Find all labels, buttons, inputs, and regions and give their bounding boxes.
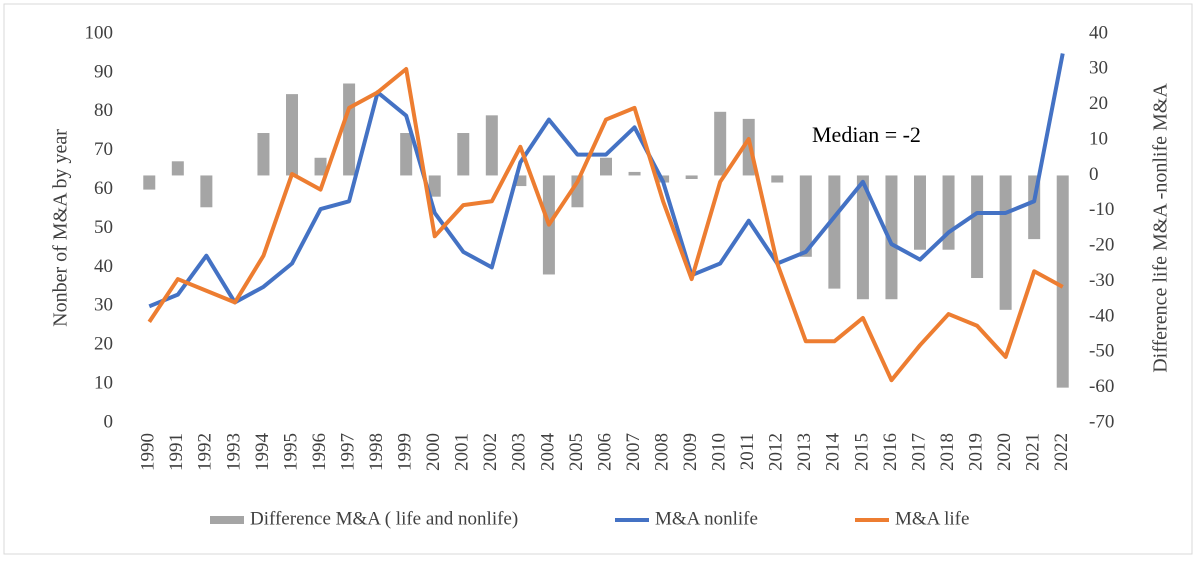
bar	[485, 115, 498, 176]
legend-label: M&A life	[895, 508, 969, 529]
bar	[685, 175, 698, 179]
line	[148, 53, 1065, 309]
x-tick-label: 2014	[823, 433, 844, 472]
bar	[400, 133, 413, 176]
line	[147, 67, 1064, 383]
bar	[514, 175, 527, 187]
y2-axis-title: Difference life M&A -nonlife M&A	[1150, 83, 1172, 373]
x-tick-label: 2013	[794, 433, 815, 471]
x-tick-label: 1997	[337, 433, 358, 471]
x-tick-label: 1995	[280, 433, 301, 471]
x-tick-label: 2008	[651, 433, 672, 471]
x-tick-label: 2002	[480, 433, 501, 471]
y-tick-label: 20	[94, 334, 113, 355]
y2-tick-label: 10	[1089, 128, 1108, 149]
bar	[428, 175, 441, 197]
bar	[885, 175, 898, 300]
bar	[343, 83, 356, 176]
bar	[856, 175, 869, 300]
x-tick-label: 2009	[680, 433, 701, 471]
y-tick-label: 10	[94, 372, 113, 393]
bar	[714, 111, 727, 176]
chart-border	[3, 3, 1193, 555]
bar	[286, 94, 298, 176]
x-tick-label: 2017	[908, 433, 929, 471]
bar	[600, 157, 612, 176]
bar	[971, 175, 984, 279]
legend-swatch	[210, 516, 244, 524]
y-tick-label: 40	[94, 256, 113, 277]
legend-label: M&A nonlife	[655, 508, 758, 529]
x-tick-label: 1998	[366, 433, 387, 471]
x-tick-label: 1994	[252, 433, 273, 472]
y-tick-label: 100	[85, 22, 114, 43]
y-tick-label: 60	[94, 178, 113, 199]
x-tick-label: 2012	[766, 433, 787, 471]
x-tick-label: 2018	[937, 433, 958, 471]
y-tick-label: 90	[94, 61, 113, 82]
bar	[200, 175, 213, 208]
bar	[314, 157, 327, 176]
y-tick-label: 70	[94, 139, 113, 160]
x-tick-label: 2015	[851, 433, 872, 471]
x-tick-label: 2006	[594, 433, 615, 471]
y2-tick-label: 30	[1089, 58, 1108, 79]
x-tick-label: 1999	[395, 433, 416, 471]
x-tick-label: 2005	[566, 433, 587, 471]
annotation: Median = -2	[812, 122, 921, 147]
x-tick-label: 1993	[223, 433, 244, 471]
bar	[771, 175, 784, 183]
y-tick-label: 30	[94, 295, 113, 316]
bar	[914, 175, 926, 250]
y2-tick-label: 40	[1089, 22, 1108, 43]
y-tick-label: 0	[104, 411, 114, 432]
x-tick-label: 2020	[994, 433, 1015, 471]
bar	[628, 171, 641, 176]
legend-label: Difference M&A ( life and nonlife)	[250, 508, 518, 529]
y-axis-title: Nonber of M&A by year	[50, 129, 72, 327]
y2-tick-label: -60	[1089, 376, 1114, 397]
x-tick-label: 2019	[965, 433, 986, 471]
x-tick-label: 2001	[452, 433, 473, 471]
x-tick-label: 2021	[1023, 433, 1044, 471]
y-tick-label: 80	[94, 100, 113, 121]
x-tick-label: 2004	[537, 433, 558, 472]
y2-tick-label: 20	[1089, 93, 1108, 114]
y2-tick-label: 0	[1089, 164, 1099, 185]
bar	[257, 133, 270, 176]
x-tick-label: 2016	[880, 433, 901, 471]
x-tick-label: 2022	[1051, 433, 1072, 471]
y-tick-label: 50	[94, 217, 113, 238]
y2-tick-label: -50	[1089, 341, 1114, 362]
y2-tick-label: -20	[1089, 235, 1114, 256]
bar	[799, 175, 812, 257]
y2-tick-label: -70	[1089, 411, 1114, 432]
x-tick-label: 2010	[709, 433, 730, 471]
bar	[143, 175, 156, 190]
bar	[999, 175, 1012, 310]
bar	[457, 133, 470, 176]
x-tick-label: 2000	[423, 433, 444, 471]
bar	[171, 161, 184, 176]
x-tick-label: 2011	[737, 433, 758, 470]
x-tick-label: 1991	[166, 433, 187, 471]
y2-tick-label: -30	[1089, 270, 1114, 291]
bar	[1056, 175, 1069, 388]
x-tick-label: 1996	[309, 433, 330, 471]
y2-tick-label: -10	[1089, 199, 1114, 220]
x-tick-label: 1992	[195, 433, 216, 471]
x-tick-label: 2003	[509, 433, 530, 471]
x-tick-label: 2007	[623, 433, 644, 471]
x-tick-label: 1990	[138, 433, 159, 471]
bar	[828, 175, 841, 289]
y2-tick-label: -40	[1089, 305, 1114, 326]
